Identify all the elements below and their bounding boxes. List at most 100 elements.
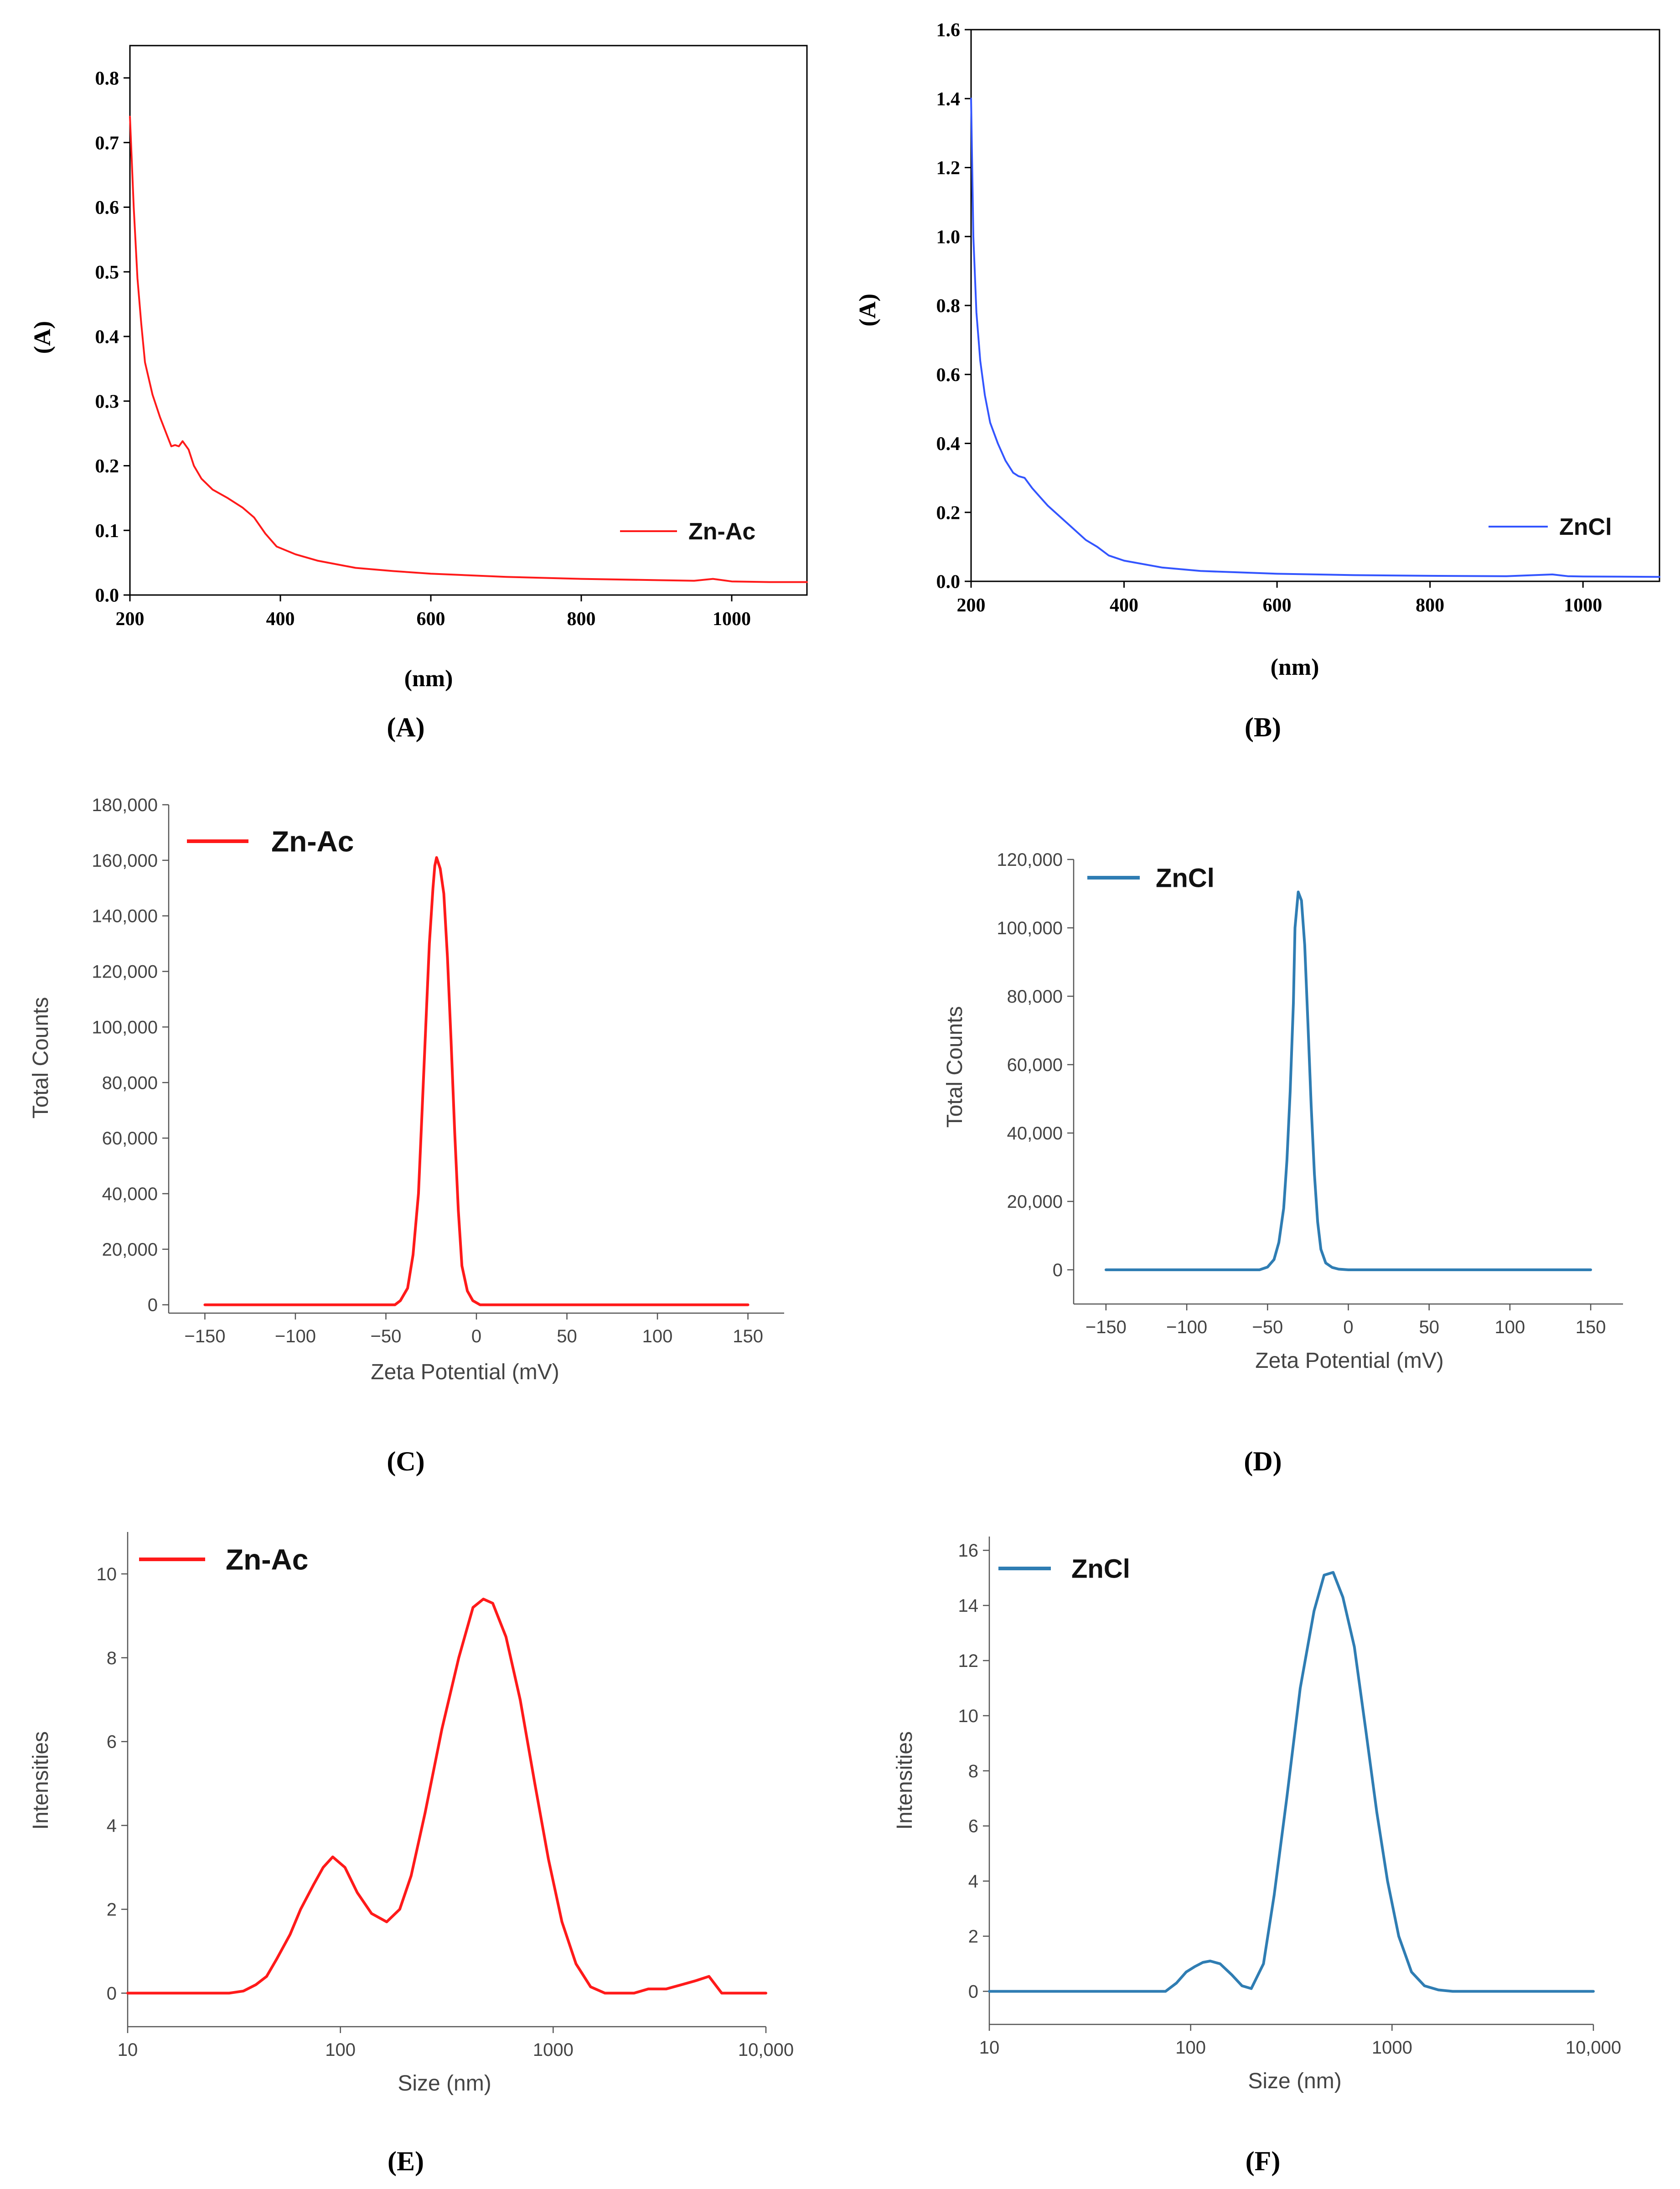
y-tick-label: 100,000 [92, 1017, 158, 1037]
x-tick-label: 800 [567, 609, 596, 630]
y-tick-label: 10 [958, 1706, 979, 1726]
y-tick-label: 12 [958, 1651, 979, 1671]
x-tick-label: 10 [979, 2038, 1000, 2058]
y-tick-label: 0.4 [936, 434, 961, 455]
y-tick-label: 0.3 [95, 391, 119, 412]
x-tick-label: 200 [116, 609, 145, 630]
legend-label: Zn-Ac [226, 1543, 308, 1576]
x-tick-label: 1000 [713, 609, 751, 630]
plot-frame [129, 45, 808, 596]
y-tick-label: 0.8 [936, 296, 961, 317]
x-tick-label: 1000 [1564, 595, 1602, 616]
y-tick-label: 0.8 [95, 68, 119, 89]
y-tick-label: 1.6 [936, 20, 961, 41]
legend-label: ZnCl [1156, 863, 1215, 893]
chart-c: 0 20,000 40,000 60,000 80,000 100,000 120,000 1… [29, 795, 784, 1476]
series-line-zncl [1104, 890, 1592, 1271]
plot-frame [970, 29, 1660, 582]
y-tick-label: 140,000 [92, 906, 158, 926]
y-tick-label: 0.5 [95, 262, 119, 283]
y-tick-label: 160,000 [92, 851, 158, 871]
panel-caption-f: (F) [1246, 2146, 1281, 2176]
y-tick-label: 0.7 [95, 133, 119, 154]
x-tick-label: 600 [417, 609, 445, 630]
y-tick-label: 0.6 [95, 197, 119, 218]
y-tick-label: 8 [968, 1761, 978, 1781]
y-tick-label: 6 [107, 1732, 117, 1752]
y-tick-label: 0.1 [95, 521, 119, 542]
chart-b: 0.0 0.2 0.4 0.6 0.8 1.0 1.2 1.4 1.6 200 400 600 800 1… [855, 20, 1660, 742]
x-tick-label: 0 [1343, 1317, 1353, 1337]
x-tick-label: 400 [1110, 595, 1138, 616]
x-tick-label: 600 [1263, 595, 1292, 616]
x-tick-label: 150 [733, 1326, 763, 1346]
x-axis-label: Size (nm) [1248, 2069, 1341, 2093]
x-tick-label: 100 [642, 1326, 673, 1346]
y-tick-label: 1.0 [936, 227, 961, 248]
chart-a: 0.0 0.1 0.2 0.3 0.4 0.5 0.6 0.7 0.8 200 400 600 800 1… [30, 45, 808, 742]
y-tick-label: 10 [97, 1564, 117, 1584]
x-axis-label: (nm) [404, 666, 453, 692]
x-tick-label: 200 [957, 595, 986, 616]
x-tick-label: 10 [118, 2040, 138, 2060]
panel-caption-c: (C) [387, 1446, 424, 1476]
y-tick-label: 0.4 [95, 327, 119, 348]
x-tick-label: 150 [1576, 1317, 1606, 1337]
y-tick-label: 8 [107, 1648, 117, 1668]
y-tick-label: 40,000 [102, 1184, 158, 1204]
x-tick-label: 1000 [533, 2040, 574, 2060]
y-tick-label: 4 [968, 1872, 978, 1892]
x-tick-label: 10,000 [738, 2040, 794, 2060]
y-tick-label: 14 [958, 1596, 979, 1616]
y-tick-label: 120,000 [92, 962, 158, 982]
legend-label: Zn-Ac [688, 518, 755, 545]
x-tick-label: −100 [275, 1326, 316, 1346]
y-axis-label: (A) [30, 321, 56, 354]
x-tick-label: 1000 [1372, 2038, 1412, 2058]
x-tick-label: 100 [1495, 1317, 1525, 1337]
series-line-zn-ac [126, 1598, 767, 1995]
legend-label: ZnCl [1559, 514, 1612, 540]
y-tick-label: 0.0 [936, 572, 961, 593]
y-tick-label: 80,000 [1007, 987, 1063, 1007]
x-axis-label: Zeta Potential (mV) [371, 1360, 559, 1384]
y-tick-label: 1.2 [936, 158, 961, 179]
x-tick-label: 800 [1416, 595, 1444, 616]
x-tick-label: −150 [1086, 1317, 1127, 1337]
y-axis-label: Intensities [893, 1731, 917, 1830]
y-tick-label: 16 [958, 1541, 979, 1561]
x-tick-label: 400 [266, 609, 295, 630]
x-axis-label: Size (nm) [398, 2071, 491, 2096]
chart-d: 0 20,000 40,000 60,000 80,000 100,000 120,000 −… [943, 850, 1623, 1476]
series-line-zn-ac [129, 115, 808, 583]
x-tick-label: 50 [1419, 1317, 1439, 1337]
chart-e: 0 2 4 6 8 10 10 100 1000 10,000 Size (nm) Intensiti… [29, 1532, 794, 2176]
x-axis-label: (nm) [1271, 654, 1319, 680]
y-tick-label: 20,000 [1007, 1192, 1063, 1212]
y-tick-label: 6 [968, 1816, 978, 1837]
x-tick-label: −50 [1252, 1317, 1283, 1337]
y-tick-label: 0 [1053, 1260, 1063, 1280]
panel-caption-a: (A) [387, 712, 424, 742]
y-tick-label: 0 [148, 1295, 158, 1315]
y-tick-label: 2 [968, 1927, 978, 1947]
y-tick-label: 180,000 [92, 795, 158, 815]
x-tick-label: 100 [325, 2040, 356, 2060]
y-tick-label: 20,000 [102, 1240, 158, 1260]
y-tick-label: 40,000 [1007, 1123, 1063, 1144]
y-tick-label: 60,000 [1007, 1055, 1063, 1075]
legend-label: ZnCl [1071, 1554, 1130, 1584]
y-tick-label: 2 [107, 1900, 117, 1920]
x-tick-label: 10,000 [1566, 2038, 1621, 2058]
y-tick-label: 0.2 [95, 456, 119, 477]
x-tick-label: 50 [557, 1326, 577, 1346]
x-tick-label: −100 [1166, 1317, 1207, 1337]
y-tick-label: 4 [107, 1816, 117, 1836]
y-axis-label: Intensities [29, 1731, 53, 1830]
y-axis-label: (A) [855, 294, 881, 326]
x-tick-label: 100 [1175, 2038, 1206, 2058]
y-tick-label: 1.4 [936, 89, 961, 110]
y-axis-label: Total Counts [29, 997, 53, 1119]
y-tick-label: 120,000 [997, 850, 1063, 870]
